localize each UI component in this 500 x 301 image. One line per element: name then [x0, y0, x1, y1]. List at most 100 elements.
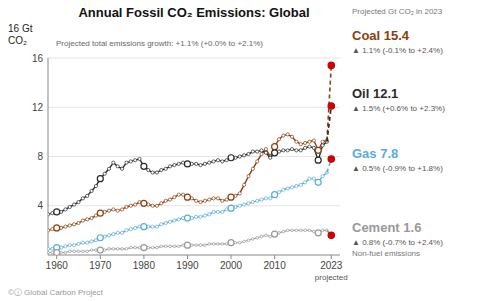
decade-dot: [272, 144, 278, 150]
point-marker: [299, 149, 302, 152]
point-marker: [129, 160, 132, 163]
point-marker: [304, 181, 307, 184]
point-marker: [86, 241, 89, 244]
x-tick-label: 2010: [264, 260, 287, 271]
point-marker: [252, 238, 255, 241]
point-marker: [77, 221, 80, 224]
point-marker: [264, 148, 267, 151]
point-marker: [177, 218, 180, 221]
x-tick-label: 2000: [220, 260, 243, 271]
point-marker: [64, 225, 67, 228]
point-marker: [304, 146, 307, 149]
point-marker: [251, 150, 254, 153]
point-marker: [290, 135, 293, 138]
decade-dot: [272, 150, 278, 156]
point-marker: [173, 245, 176, 248]
x-tick: [100, 255, 101, 259]
point-marker: [107, 209, 110, 212]
panel-sub: ▲ 1.5% (+0.6% to +2.3%): [352, 104, 445, 113]
x-tick: [143, 255, 144, 259]
decade-dot: [141, 224, 147, 230]
point-marker: [216, 210, 219, 213]
endpoint-dot: [328, 62, 334, 68]
point-marker: [164, 221, 167, 224]
point-marker: [238, 155, 241, 158]
point-marker: [243, 154, 246, 157]
decade-dot: [272, 192, 278, 198]
point-marker: [212, 243, 215, 246]
point-marker: [282, 188, 285, 191]
point-marker: [73, 223, 76, 226]
point-marker: [112, 208, 115, 211]
point-marker: [177, 245, 180, 248]
point-marker: [64, 245, 67, 248]
point-marker: [64, 208, 67, 211]
point-marker: [208, 161, 211, 164]
point-marker: [212, 210, 215, 213]
point-marker: [304, 141, 307, 144]
point-marker: [90, 249, 93, 252]
decade-dot: [315, 147, 321, 153]
point-marker: [308, 177, 311, 180]
decade-dot: [141, 163, 147, 169]
point-marker: [77, 250, 80, 253]
decade-dot: [315, 230, 321, 236]
point-marker: [299, 183, 302, 186]
point-marker: [168, 220, 171, 223]
point-marker: [199, 164, 202, 167]
point-marker: [199, 200, 202, 203]
x-axis-line: [48, 255, 340, 256]
point-marker: [221, 160, 224, 163]
point-marker: [125, 205, 128, 208]
point-marker: [290, 186, 293, 189]
point-marker: [73, 203, 76, 206]
point-marker: [304, 229, 307, 232]
point-marker: [125, 229, 128, 232]
point-marker: [151, 204, 154, 207]
grid-line: [48, 205, 340, 206]
point-marker: [155, 225, 158, 228]
point-marker: [68, 250, 71, 253]
point-marker: [247, 239, 250, 242]
point-marker: [94, 184, 97, 187]
point-marker: [208, 243, 211, 246]
decade-dot: [228, 205, 234, 211]
panel-label: Gas 7.8: [352, 146, 398, 161]
point-marker: [238, 192, 241, 195]
point-marker: [155, 171, 158, 174]
source: ©ⓘ Global Carbon Project: [8, 288, 104, 297]
x-tick-label: 1960: [46, 260, 69, 271]
point-marker: [125, 248, 128, 251]
point-marker: [195, 244, 198, 247]
plot-area: [48, 62, 334, 255]
panel-label: Coal 15.4: [352, 28, 410, 43]
series-line: [48, 134, 327, 230]
point-marker: [134, 203, 137, 206]
endpoint-dot: [328, 232, 334, 238]
point-marker: [160, 223, 163, 226]
series-line: [48, 142, 327, 215]
x-tick: [56, 255, 57, 259]
point-marker: [247, 202, 250, 205]
annotation: projected: [315, 273, 348, 282]
point-marker: [203, 162, 206, 165]
point-marker: [260, 235, 263, 238]
point-marker: [282, 134, 285, 137]
point-marker: [256, 150, 259, 153]
point-marker: [48, 213, 50, 216]
point-marker: [269, 235, 272, 238]
point-marker: [116, 248, 119, 251]
point-marker: [321, 175, 324, 178]
point-marker: [48, 229, 50, 232]
point-marker: [269, 156, 272, 159]
point-marker: [173, 219, 176, 222]
point-marker: [112, 248, 115, 251]
point-marker: [129, 228, 132, 231]
y-axis-label: 16 Gt: [8, 23, 33, 34]
point-marker: [295, 140, 298, 143]
point-marker: [147, 168, 150, 171]
decade-dot: [228, 194, 234, 200]
point-marker: [160, 202, 163, 205]
projection-line: [327, 106, 331, 142]
point-marker: [282, 230, 285, 233]
